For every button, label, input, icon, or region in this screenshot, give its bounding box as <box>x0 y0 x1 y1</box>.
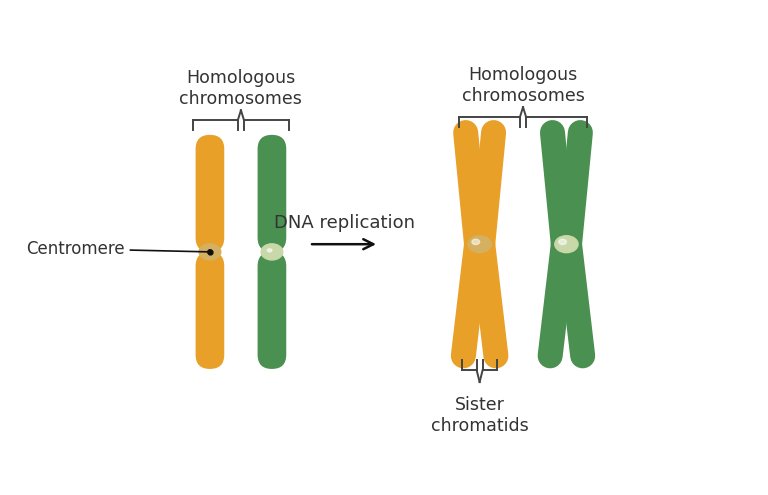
FancyBboxPatch shape <box>196 135 224 252</box>
Ellipse shape <box>261 244 283 260</box>
Ellipse shape <box>199 244 220 260</box>
Ellipse shape <box>267 249 272 252</box>
FancyBboxPatch shape <box>257 135 286 252</box>
Ellipse shape <box>472 239 480 245</box>
FancyBboxPatch shape <box>257 252 286 369</box>
Text: Sister
chromatids: Sister chromatids <box>431 396 528 435</box>
Text: Centromere: Centromere <box>26 240 207 258</box>
Text: Homologous
chromosomes: Homologous chromosomes <box>462 66 584 105</box>
Ellipse shape <box>554 236 578 252</box>
Ellipse shape <box>208 250 212 254</box>
Text: Homologous
chromosomes: Homologous chromosomes <box>180 69 303 108</box>
Ellipse shape <box>558 239 567 245</box>
Text: DNA replication: DNA replication <box>273 214 415 232</box>
FancyBboxPatch shape <box>196 252 224 369</box>
Ellipse shape <box>468 236 492 252</box>
